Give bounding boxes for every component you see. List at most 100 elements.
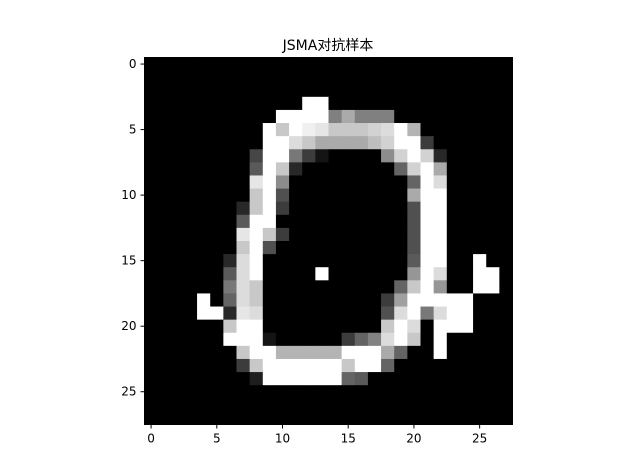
- heatmap-cell: [407, 162, 421, 176]
- heatmap-cell: [302, 227, 316, 242]
- heatmap-cell: [407, 83, 421, 98]
- heatmap-cell: [275, 280, 290, 294]
- heatmap-cell: [302, 57, 316, 71]
- heatmap-cell: [210, 332, 224, 347]
- heatmap-cell: [157, 280, 172, 294]
- heatmap-cell: [473, 70, 487, 85]
- heatmap-cell: [236, 123, 250, 137]
- heatmap-cell: [499, 372, 513, 386]
- heatmap-cell: [236, 385, 250, 399]
- heatmap-cell: [302, 175, 316, 189]
- heatmap-cell: [302, 358, 316, 373]
- heatmap-cell: [407, 70, 421, 85]
- heatmap-cell: [223, 57, 237, 71]
- heatmap-cell: [354, 267, 369, 281]
- heatmap-cell: [446, 109, 461, 124]
- heatmap-cell: [473, 175, 487, 189]
- heatmap-cell: [197, 227, 211, 242]
- heatmap-cell: [381, 57, 395, 71]
- heatmap-cell: [420, 149, 434, 163]
- heatmap-cell: [499, 254, 513, 268]
- heatmap-cell: [262, 398, 277, 412]
- heatmap-cell: [249, 267, 264, 281]
- heatmap-cell: [223, 175, 237, 189]
- heatmap-cell: [459, 411, 474, 425]
- heatmap-cell: [420, 254, 434, 268]
- heatmap-cell: [354, 385, 369, 399]
- heatmap-cell: [381, 280, 395, 294]
- heatmap-cell: [381, 136, 395, 150]
- y-tick-label: 25: [121, 385, 136, 399]
- heatmap-cell: [144, 241, 158, 255]
- heatmap-cell: [315, 214, 329, 229]
- heatmap-cell: [446, 385, 461, 399]
- heatmap-cell: [249, 70, 264, 85]
- heatmap-cell: [433, 175, 448, 189]
- heatmap-cell: [144, 306, 158, 320]
- heatmap-cell: [144, 385, 158, 399]
- heatmap-cell: [367, 109, 382, 124]
- heatmap-cell: [420, 358, 434, 373]
- heatmap-cell: [473, 162, 487, 176]
- heatmap-cell: [473, 83, 487, 98]
- y-axis: 0 5 10 15 20 25: [121, 57, 145, 399]
- heatmap-cell: [223, 254, 237, 268]
- heatmap-cell: [459, 109, 474, 124]
- y-tick-label: 20: [121, 319, 136, 333]
- heatmap-cell: [446, 175, 461, 189]
- heatmap-cell: [446, 96, 461, 111]
- heatmap-cell: [262, 96, 277, 111]
- heatmap-cell: [420, 241, 434, 255]
- heatmap-cell: [446, 70, 461, 85]
- heatmap-cell: [223, 201, 237, 216]
- heatmap-cell: [249, 280, 264, 294]
- heatmap-cell: [275, 149, 290, 163]
- heatmap-cell: [170, 398, 185, 412]
- heatmap-cell: [210, 136, 224, 150]
- heatmap-cell: [157, 214, 172, 229]
- heatmap-cell: [367, 372, 382, 386]
- heatmap-cell: [394, 358, 408, 373]
- heatmap-cell: [170, 188, 185, 203]
- heatmap-cell: [328, 241, 342, 255]
- heatmap-cell: [157, 188, 172, 203]
- heatmap-cell: [197, 175, 211, 189]
- heatmap-cell: [249, 188, 264, 203]
- heatmap-cell: [367, 162, 382, 176]
- heatmap-cell: [354, 332, 369, 347]
- heatmap-cell: [394, 123, 408, 137]
- heatmap-cell: [223, 123, 237, 137]
- heatmap-cell: [473, 293, 487, 307]
- heatmap-cell: [236, 162, 250, 176]
- heatmap-cell: [381, 123, 395, 137]
- heatmap-cell: [446, 188, 461, 203]
- heatmap-cell: [354, 188, 369, 203]
- heatmap-cell: [354, 372, 369, 386]
- heatmap-cell: [236, 70, 250, 85]
- heatmap-cell: [249, 96, 264, 111]
- heatmap-cell: [381, 149, 395, 163]
- heatmap-cell: [275, 123, 290, 137]
- heatmap-cell: [459, 123, 474, 137]
- heatmap-cell: [433, 254, 448, 268]
- heatmap-cell: [157, 136, 172, 150]
- heatmap-cell: [210, 70, 224, 85]
- heatmap-cell: [354, 109, 369, 124]
- heatmap-cell: [473, 358, 487, 373]
- heatmap-cell: [328, 149, 342, 163]
- heatmap-cell: [262, 267, 277, 281]
- heatmap-cell: [210, 398, 224, 412]
- heatmap-cell: [197, 372, 211, 386]
- heatmap-cell: [367, 241, 382, 255]
- x-tick-label: 25: [472, 432, 487, 446]
- heatmap-cell: [249, 358, 264, 373]
- heatmap-cell: [236, 201, 250, 216]
- heatmap-cell: [170, 241, 185, 255]
- heatmap-cell: [367, 214, 382, 229]
- heatmap-cell: [446, 267, 461, 281]
- heatmap-cell: [328, 201, 342, 216]
- heatmap-cell: [289, 96, 303, 111]
- heatmap-cell: [354, 136, 369, 150]
- heatmap-cell: [197, 385, 211, 399]
- heatmap-cell: [420, 227, 434, 242]
